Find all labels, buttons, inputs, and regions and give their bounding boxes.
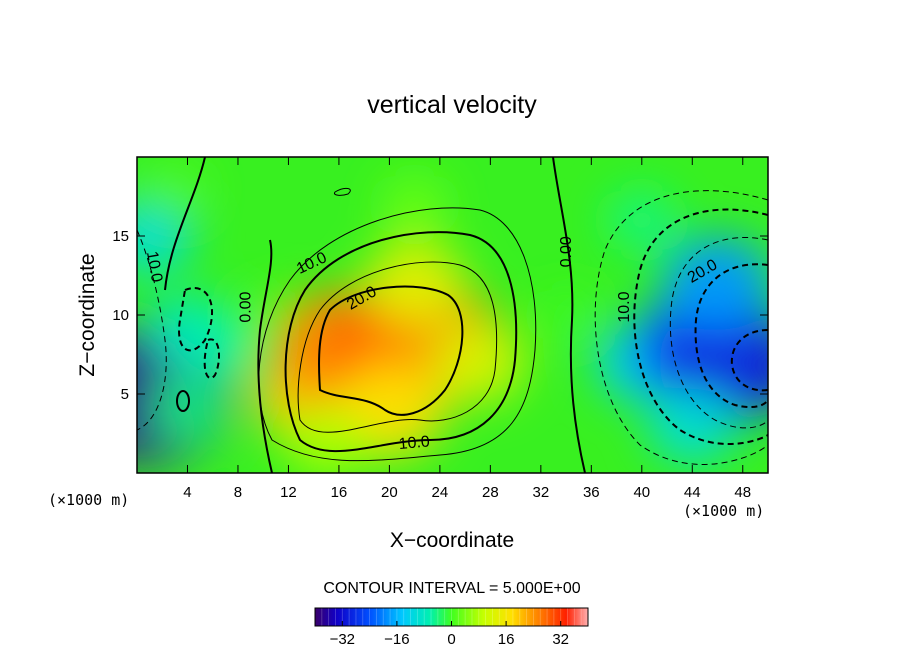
field-cell	[137, 198, 194, 274]
contour-lines	[137, 157, 768, 473]
contour-zero-left	[164, 157, 273, 473]
colorbar-tick-label: 32	[552, 631, 569, 648]
x-tick-label: 12	[280, 484, 297, 501]
x-axis-label: X−coordinate	[390, 529, 514, 552]
field-cell	[380, 174, 449, 234]
colorbar-stripes	[314, 608, 589, 626]
x-tick-label: 8	[234, 484, 242, 501]
contour-label: 10.0	[616, 291, 633, 322]
contour-interval-text: CONTOUR INTERVAL = 5.000E+00	[323, 580, 580, 597]
colorbar-tick-label: 16	[498, 631, 515, 648]
x-unit-left: (×1000 m)	[48, 491, 129, 509]
contour-negative-25	[730, 329, 768, 392]
x-tick-label: 32	[532, 484, 549, 501]
contour-label: 0.00	[238, 291, 255, 322]
contour-negative-left-3	[203, 338, 221, 379]
colorbar-gradient	[315, 608, 588, 626]
contour-zero-right	[552, 157, 586, 473]
field-cell	[151, 379, 224, 441]
x-tick-label: 20	[381, 484, 398, 501]
field-cell	[365, 240, 465, 327]
x-tick-label: 40	[633, 484, 650, 501]
contour-positive-10	[284, 231, 518, 453]
y-axis: 5 10 15	[112, 228, 768, 403]
colorbar-tick-label: −32	[330, 631, 355, 648]
x-tick-label: 24	[432, 484, 449, 501]
x-tick-label: 48	[734, 484, 751, 501]
colorbar-ticks: −32 −16 0 16 32	[330, 621, 569, 648]
colorbar-tick-label: 0	[447, 631, 455, 648]
velocity-field	[137, 160, 768, 473]
colorbar: −32 −16 0 16 32	[314, 607, 589, 648]
contour-negative-left	[137, 229, 167, 431]
field-cell	[648, 387, 737, 464]
chart-title: vertical velocity	[367, 91, 537, 119]
y-tick-label: 5	[121, 386, 129, 403]
x-tick-label: 44	[684, 484, 701, 501]
field-cell	[430, 322, 525, 403]
contour-negative-20	[694, 263, 768, 409]
x-tick-label: 16	[331, 484, 348, 501]
contour-positive-5	[258, 207, 537, 462]
x-tick-label: 28	[482, 484, 499, 501]
contour-negative-10	[633, 208, 768, 445]
field-cell	[662, 235, 768, 331]
contour-negative-15	[669, 237, 768, 429]
x-tick-label: 36	[583, 484, 600, 501]
contour-label: 10.0	[143, 250, 165, 284]
x-unit-right: (×1000 m)	[683, 502, 764, 520]
y-tick-label: 15	[112, 228, 129, 245]
field-cell	[536, 289, 597, 341]
x-tick-label: 4	[183, 484, 191, 501]
field-cell	[174, 313, 252, 380]
colorbar-tick-label: −16	[384, 631, 409, 648]
contour-thin-top	[333, 187, 351, 196]
x-axis: 4 8 12 16 20 24 28 32 36 40 44 48	[183, 157, 751, 501]
field-cell	[285, 405, 368, 473]
contour-negative-left-2	[178, 287, 214, 352]
contour-positive-20	[318, 285, 464, 416]
contour-small-left	[176, 390, 190, 412]
contour-negative-5	[594, 190, 768, 465]
contour-label: 0.00	[558, 236, 575, 267]
y-axis-label: Z−coordinate	[76, 253, 99, 376]
contour-positive-15	[297, 261, 498, 433]
field-cell	[606, 189, 678, 251]
field-cell	[142, 160, 208, 218]
contour-label: 10.0	[398, 433, 431, 453]
y-tick-label: 10	[112, 307, 129, 324]
